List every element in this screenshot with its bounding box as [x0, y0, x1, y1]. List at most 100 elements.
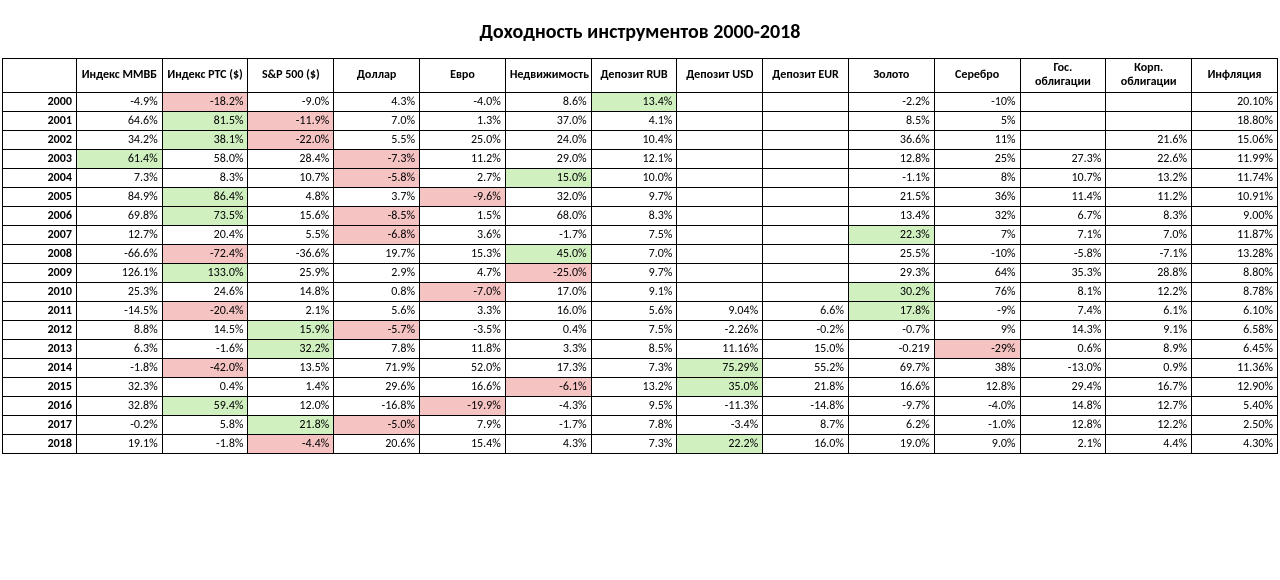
cell-value: 29.6%	[334, 378, 420, 397]
cell-value: 45.0%	[505, 245, 591, 264]
cell-year: 2005	[3, 188, 77, 207]
table-row: 2008-66.6%-72.4%-36.6%19.7%15.3%45.0%7.0…	[3, 245, 1278, 264]
cell-value	[763, 112, 849, 131]
cell-value: 17.0%	[505, 283, 591, 302]
cell-value: 2.9%	[334, 264, 420, 283]
cell-value	[763, 283, 849, 302]
cell-value: 0.9%	[1106, 359, 1192, 378]
cell-value: 7.0%	[591, 245, 677, 264]
table-row: 2009126.1%133.0%25.9%2.9%4.7%-25.0%9.7%2…	[3, 264, 1278, 283]
cell-value: 12.0%	[248, 397, 334, 416]
cell-value: -66.6%	[76, 245, 162, 264]
table-row: 200361.4%58.0%28.4%-7.3%11.2%29.0%12.1%1…	[3, 150, 1278, 169]
cell-value: -25.0%	[505, 264, 591, 283]
cell-value: 9.7%	[591, 188, 677, 207]
cell-value	[677, 207, 763, 226]
table-body: 2000-4.9%-18.2%-9.0%4.3%-4.0%8.6%13.4%-2…	[3, 93, 1278, 454]
cell-value: 11.74%	[1192, 169, 1278, 188]
cell-value: 0.6%	[1020, 340, 1106, 359]
cell-value: -11.3%	[677, 397, 763, 416]
cell-value: 2.1%	[1020, 435, 1106, 454]
cell-value: 8.78%	[1192, 283, 1278, 302]
cell-value: 8.7%	[763, 416, 849, 435]
cell-value: 28.4%	[248, 150, 334, 169]
cell-value	[1020, 112, 1106, 131]
cell-value: 21.8%	[248, 416, 334, 435]
cell-value: -20.4%	[162, 302, 248, 321]
cell-value: 2.1%	[248, 302, 334, 321]
cell-value	[763, 264, 849, 283]
cell-value: -0.2%	[763, 321, 849, 340]
cell-value: -8.5%	[334, 207, 420, 226]
cell-value: -1.7%	[505, 416, 591, 435]
cell-value: 52.0%	[420, 359, 506, 378]
cell-value: 7.5%	[591, 226, 677, 245]
returns-table: Индекс ММВБ Индекс РТС ($) S&P 500 ($) Д…	[2, 58, 1278, 454]
cell-value: 61.4%	[76, 150, 162, 169]
cell-value: -6.1%	[505, 378, 591, 397]
cell-year: 2016	[3, 397, 77, 416]
cell-year: 2000	[3, 93, 77, 112]
cell-value: 6.58%	[1192, 321, 1278, 340]
cell-value: 59.4%	[162, 397, 248, 416]
cell-value: 25.5%	[848, 245, 934, 264]
cell-value: 11.16%	[677, 340, 763, 359]
cell-value: -14.8%	[763, 397, 849, 416]
header-col: Серебро	[934, 59, 1020, 93]
cell-value: 5.40%	[1192, 397, 1278, 416]
header-col: S&P 500 ($)	[248, 59, 334, 93]
cell-value: 6.10%	[1192, 302, 1278, 321]
cell-value: 84.9%	[76, 188, 162, 207]
cell-value: 22.6%	[1106, 150, 1192, 169]
cell-year: 2001	[3, 112, 77, 131]
cell-value: 8.8%	[76, 321, 162, 340]
cell-value: 5.5%	[248, 226, 334, 245]
cell-value: 36.6%	[848, 131, 934, 150]
cell-value: 7.8%	[591, 416, 677, 435]
cell-value: 8.80%	[1192, 264, 1278, 283]
cell-value: 15.6%	[248, 207, 334, 226]
cell-value: -3.4%	[677, 416, 763, 435]
cell-value: 25.0%	[420, 131, 506, 150]
cell-value: 1.5%	[420, 207, 506, 226]
cell-value: 32.0%	[505, 188, 591, 207]
cell-value: -72.4%	[162, 245, 248, 264]
cell-value: 24.6%	[162, 283, 248, 302]
page-title: Доходность инструментов 2000-2018	[2, 20, 1278, 44]
cell-value: 9.0%	[934, 435, 1020, 454]
cell-value: 15.0%	[505, 169, 591, 188]
cell-value: 75.29%	[677, 359, 763, 378]
cell-value: 10.7%	[1020, 169, 1106, 188]
cell-value	[677, 188, 763, 207]
cell-value: 7.3%	[591, 435, 677, 454]
cell-value: -6.8%	[334, 226, 420, 245]
cell-value: 1.4%	[248, 378, 334, 397]
cell-value: -5.7%	[334, 321, 420, 340]
cell-value: -1.6%	[162, 340, 248, 359]
cell-value	[677, 169, 763, 188]
cell-value	[763, 169, 849, 188]
cell-value: 12.8%	[848, 150, 934, 169]
cell-value: 7.3%	[591, 359, 677, 378]
cell-value: 13.2%	[591, 378, 677, 397]
cell-value: 4.7%	[420, 264, 506, 283]
cell-value: 71.9%	[334, 359, 420, 378]
cell-value: 14.8%	[1020, 397, 1106, 416]
cell-value: -11.9%	[248, 112, 334, 131]
cell-value: 6.7%	[1020, 207, 1106, 226]
cell-value: -2.26%	[677, 321, 763, 340]
cell-value: 14.8%	[248, 283, 334, 302]
cell-value	[1106, 112, 1192, 131]
cell-value: 4.3%	[334, 93, 420, 112]
cell-value: 4.4%	[1106, 435, 1192, 454]
cell-value: 21.6%	[1106, 131, 1192, 150]
table-row: 201632.8%59.4%12.0%-16.8%-19.9%-4.3%9.5%…	[3, 397, 1278, 416]
cell-value: 5.5%	[334, 131, 420, 150]
cell-value: -3.5%	[420, 321, 506, 340]
cell-value: 3.3%	[420, 302, 506, 321]
cell-value: 4.30%	[1192, 435, 1278, 454]
cell-year: 2008	[3, 245, 77, 264]
cell-value: 69.8%	[76, 207, 162, 226]
cell-value: -22.0%	[248, 131, 334, 150]
table-row: 201819.1%-1.8%-4.4%20.6%15.4%4.3%7.3%22.…	[3, 435, 1278, 454]
